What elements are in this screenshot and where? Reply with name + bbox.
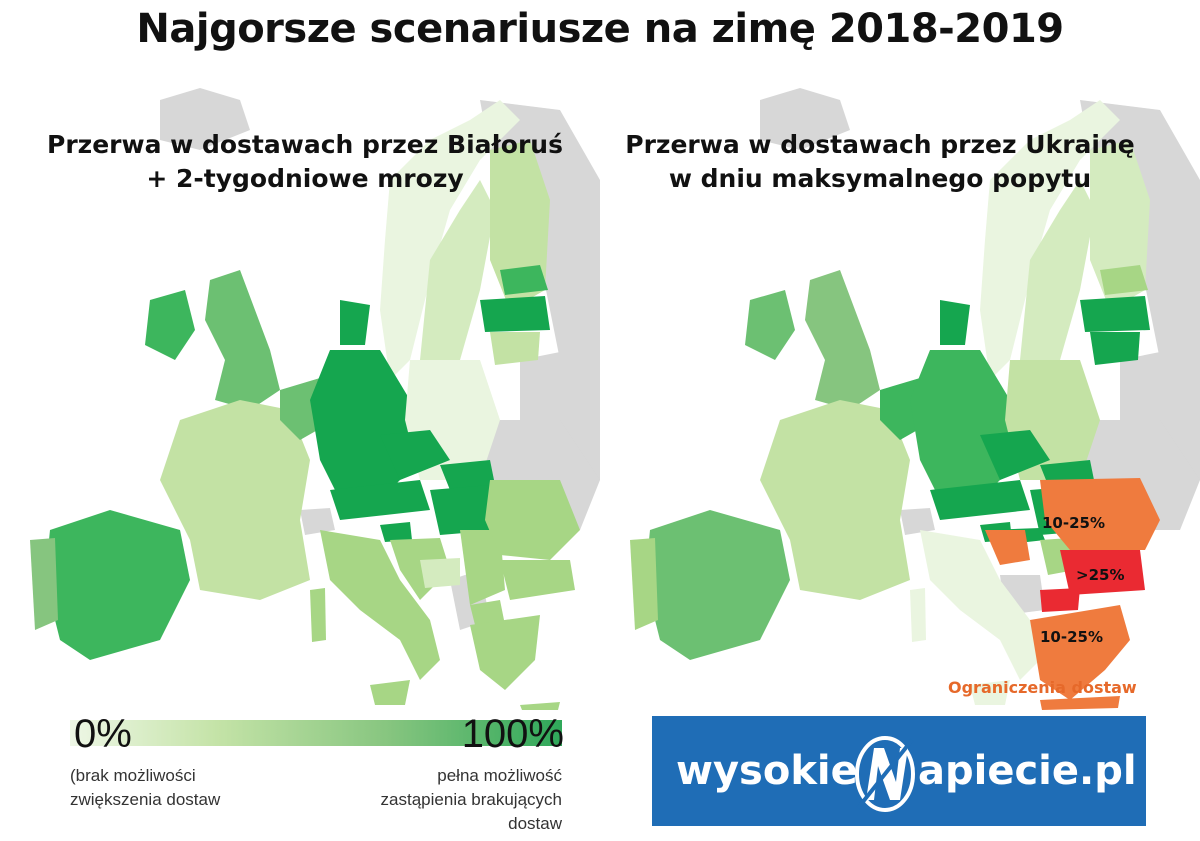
country-bulgaria-right	[1060, 550, 1145, 595]
country-portugal-left	[30, 538, 58, 630]
country-italy-left	[320, 530, 440, 680]
logo-emblem-icon	[855, 736, 915, 812]
country-ireland-left	[145, 290, 195, 360]
country-switzerland-right	[900, 508, 935, 535]
subtitle-right-line2: w dniu maksymalnego popytu	[668, 164, 1092, 193]
country-ireland-right	[745, 290, 795, 360]
country-belarus-left	[520, 350, 590, 440]
logo-text-left: wysokie	[676, 748, 858, 794]
subtitle-left: Przerwa w dostawach przez Białoruś + 2-t…	[20, 128, 590, 196]
legend-max-desc-line2: zastąpienia brakujących	[380, 790, 562, 809]
restriction-note: Ograniczenia dostaw	[948, 678, 1137, 697]
country-north-grey-left	[160, 88, 250, 150]
subtitle-right-line1: Przerwa w dostawach przez Ukrainę	[625, 130, 1135, 159]
country-slovenia-left	[380, 522, 412, 542]
country-sicily-left	[370, 680, 410, 705]
country-sweden-left	[420, 180, 495, 380]
country-sardinia-left	[310, 588, 326, 642]
country-spain-right	[645, 510, 790, 660]
legend-max-description: pełna możliwość zastąpienia brakujących …	[330, 764, 562, 836]
country-portugal-right	[630, 538, 658, 630]
country-latvia-right	[1080, 296, 1150, 332]
country-denmark-right	[940, 300, 970, 345]
country-norway-right	[980, 100, 1120, 380]
subtitle-right: Przerwa w dostawach przez Ukrainę w dniu…	[610, 128, 1150, 196]
country-north-grey-right	[760, 88, 850, 150]
map-left-svg	[30, 88, 600, 710]
country-bosnia-right	[985, 530, 1030, 565]
region-label-bulgaria: >25%	[1076, 566, 1125, 584]
country-estonia-right	[1100, 265, 1148, 295]
country-uk-left	[205, 270, 280, 410]
country-switzerland-left	[300, 508, 335, 535]
country-romania-left	[485, 480, 580, 560]
country-uk-right	[805, 270, 880, 410]
map-right	[600, 60, 1200, 710]
country-macedonia-left	[470, 600, 505, 625]
region-label-romania: 10-25%	[1042, 514, 1106, 532]
country-slovakia-left	[440, 460, 495, 490]
country-sicily-right	[970, 680, 1010, 705]
subtitle-left-line2: + 2-tygodniowe mrozy	[146, 164, 464, 193]
country-latvia-left	[480, 296, 550, 332]
legend-max-desc-line1: pełna możliwość	[437, 766, 562, 785]
subtitle-left-line1: Przerwa w dostawach przez Białoruś	[47, 130, 563, 159]
logo-box: wysokie apiecie.pl	[652, 716, 1146, 826]
country-norway-left	[380, 100, 520, 380]
country-bosnia-left	[420, 558, 460, 588]
map-left	[0, 60, 600, 710]
country-austria-right	[930, 480, 1030, 520]
country-sweden-right	[1020, 180, 1095, 380]
country-spain-left	[45, 510, 190, 660]
country-macedonia-right	[1040, 588, 1080, 612]
country-bulgaria-left	[500, 560, 575, 600]
legend-min-desc-line1: (brak możliwości	[70, 766, 196, 785]
legend-gradient-bar	[70, 720, 562, 746]
country-france-left	[160, 400, 310, 600]
country-lithuania-left	[490, 332, 540, 365]
map-right-svg	[630, 88, 1200, 710]
legend-min-label: 0%	[74, 712, 132, 756]
page-title: Najgorsze scenariusze na zimę 2018-2019	[136, 6, 1064, 52]
country-czechia-left	[380, 430, 450, 480]
region-label-greece: 10-25%	[1040, 628, 1104, 646]
country-sardinia-right	[910, 588, 926, 642]
country-romania-right	[1040, 478, 1160, 550]
country-greece-right	[1030, 605, 1130, 700]
country-greece-left	[470, 615, 540, 690]
legend-min-desc-line2: zwiększenia dostaw	[70, 790, 221, 809]
country-serbia-left	[460, 530, 505, 605]
legend-min-description: (brak możliwości zwiększenia dostaw	[70, 764, 290, 812]
logo-text-right: apiecie.pl	[918, 748, 1137, 794]
country-estonia-left	[500, 265, 548, 295]
country-belarus-right	[1120, 350, 1190, 440]
country-france-right	[760, 400, 910, 600]
country-lithuania-right	[1090, 332, 1140, 365]
country-italy-right	[920, 530, 1040, 680]
country-czechia-right	[980, 430, 1050, 480]
country-crete-left	[520, 702, 560, 710]
country-hungary-left	[430, 485, 500, 535]
country-crete-right	[1040, 696, 1120, 710]
country-denmark-left	[340, 300, 370, 345]
legend-max-label: 100%	[461, 712, 564, 756]
legend-max-desc-line3: dostaw	[508, 814, 562, 833]
country-austria-left	[330, 480, 430, 520]
